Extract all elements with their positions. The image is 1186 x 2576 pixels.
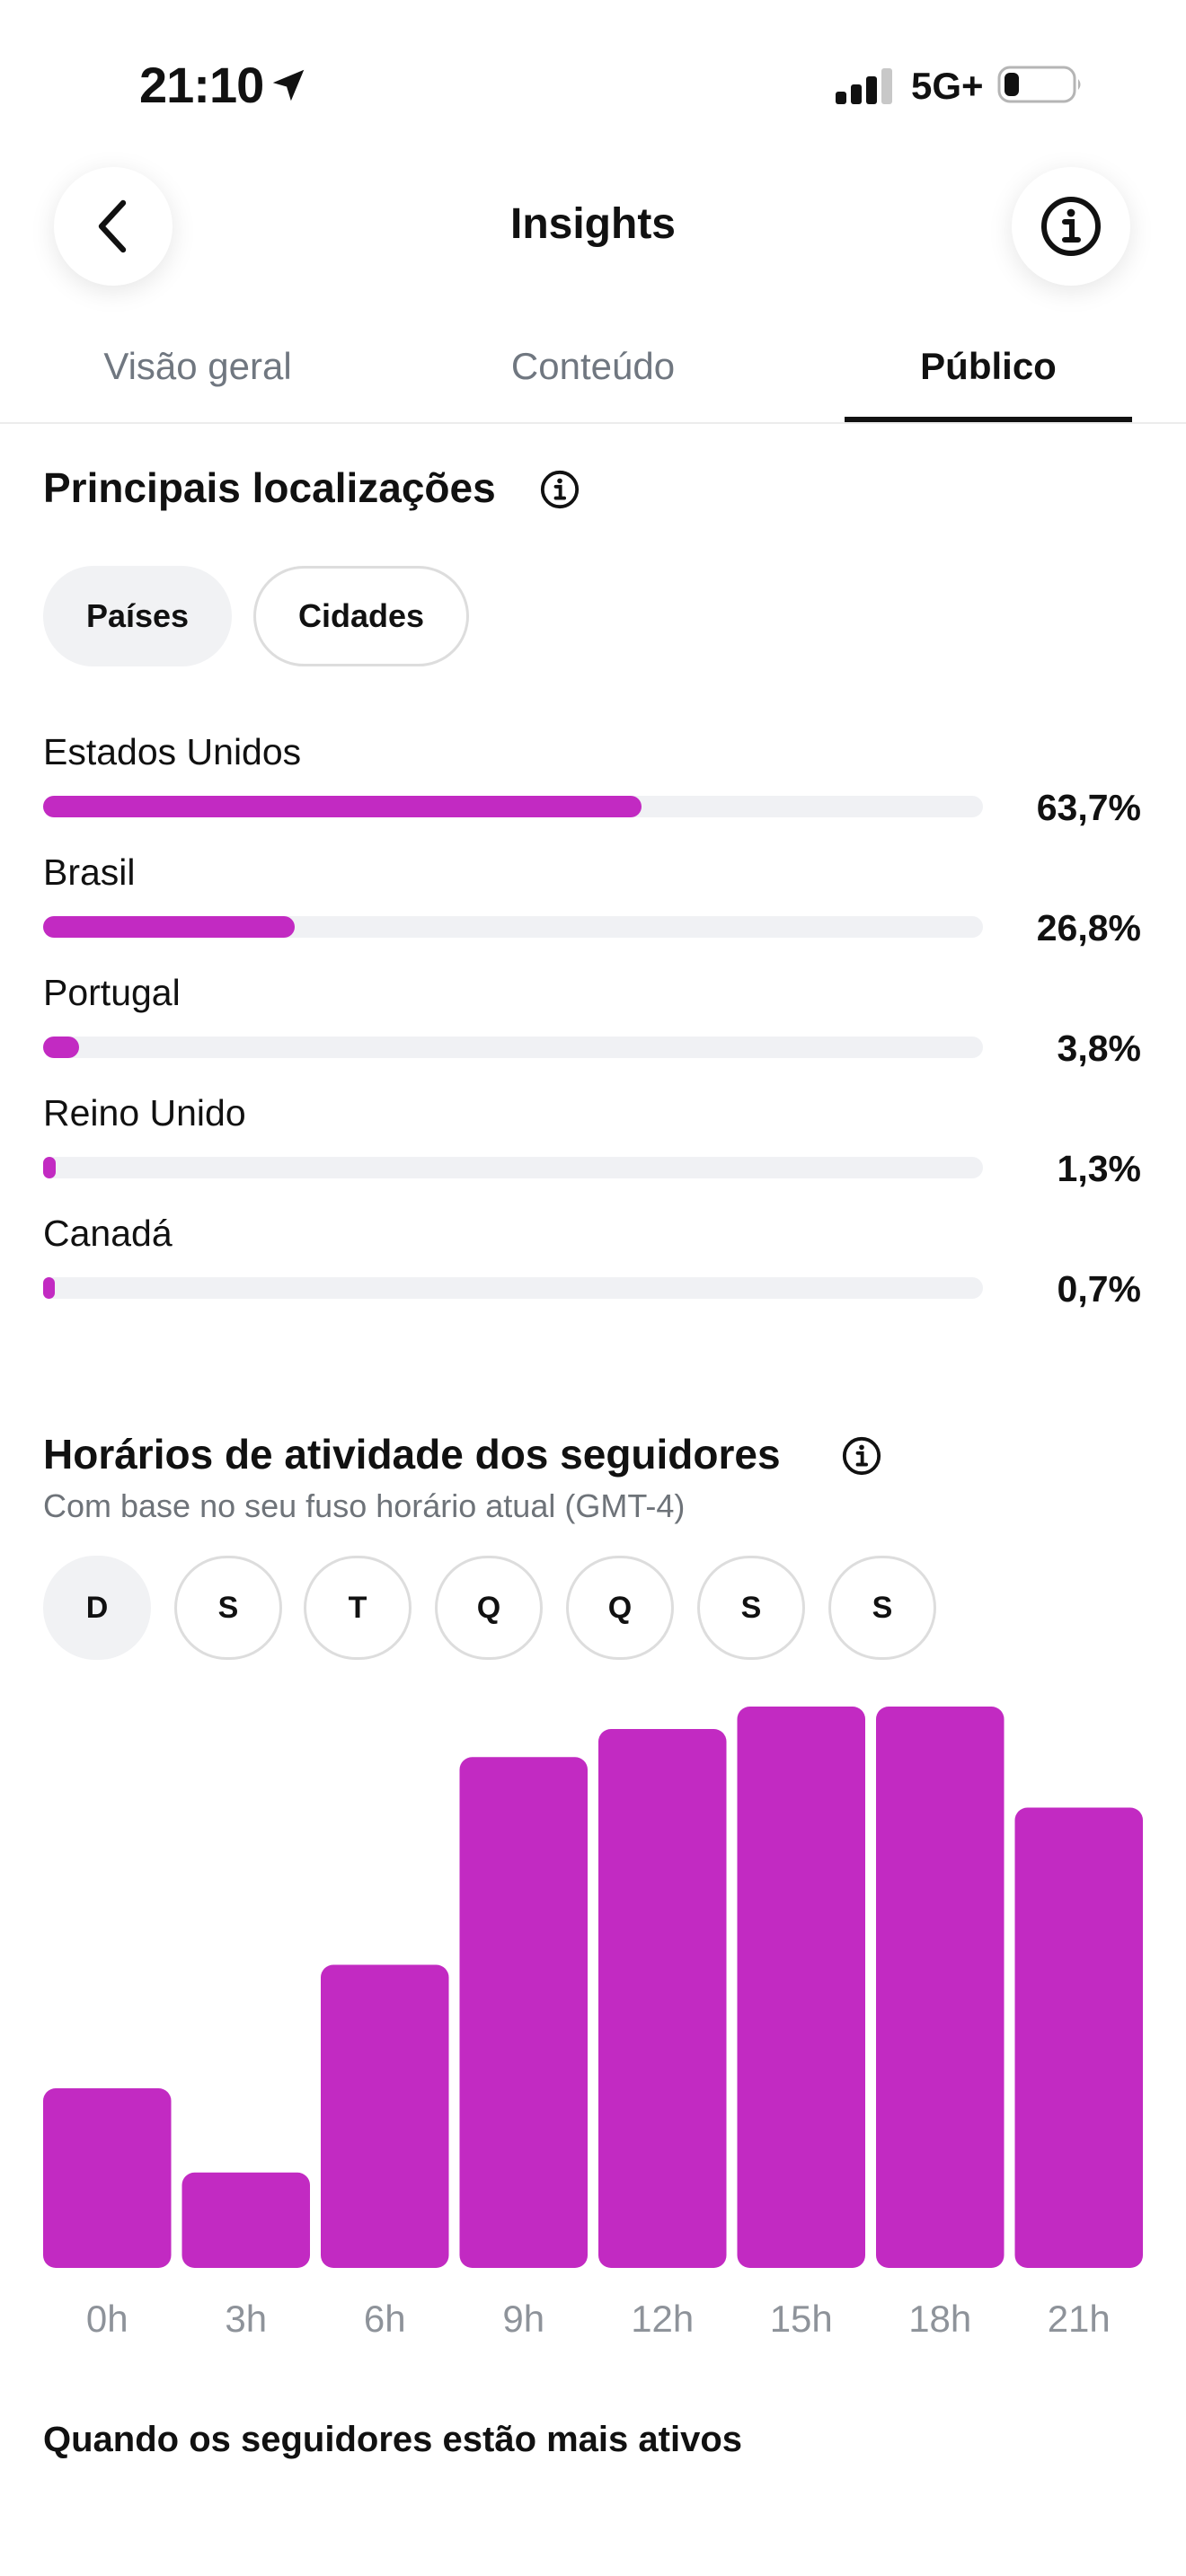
- x-axis-tick-label: 15h: [769, 2298, 833, 2340]
- country-percent: 26,8%: [1036, 907, 1141, 948]
- country-name: Reino Unido: [43, 1092, 246, 1134]
- activity-bar: [1014, 1807, 1143, 2268]
- day-button-friday[interactable]: S: [697, 1556, 805, 1660]
- country-percent: 0,7%: [1057, 1268, 1141, 1310]
- country-bar-fill: [43, 1037, 79, 1058]
- activity-bar-chart: [43, 1707, 1143, 2268]
- x-axis-tick-label: 9h: [502, 2298, 545, 2340]
- activity-bar: [43, 2088, 172, 2268]
- x-axis-tick-label: 0h: [85, 2298, 128, 2340]
- battery-icon: [997, 66, 1081, 103]
- day-button-tuesday[interactable]: T: [304, 1556, 412, 1660]
- tab-visao-geral[interactable]: Visão geral: [103, 345, 292, 387]
- activity-bar: [321, 1964, 449, 2268]
- day-button-thursday[interactable]: Q: [566, 1556, 674, 1660]
- country-name: Canadá: [43, 1213, 173, 1254]
- day-button-sunday[interactable]: D: [43, 1556, 151, 1660]
- back-button[interactable]: [54, 167, 173, 286]
- country-name: Brasil: [43, 851, 136, 893]
- tab-publico[interactable]: Público: [920, 345, 1057, 387]
- x-axis-tick-label: 21h: [1047, 2298, 1111, 2340]
- country-bar-track: [43, 796, 983, 817]
- activity-bar: [876, 1707, 1005, 2268]
- country-bar-track: [43, 1037, 983, 1058]
- x-axis-tick-label: 6h: [363, 2298, 406, 2340]
- x-axis-tick-label: 3h: [225, 2298, 268, 2340]
- country-bar-track: [43, 1277, 983, 1299]
- cellular-signal-icon: [836, 68, 892, 104]
- activity-bar: [459, 1757, 588, 2268]
- info-icon: [1041, 197, 1101, 256]
- activity-bar: [598, 1729, 727, 2268]
- network-type: 5G+: [911, 65, 984, 107]
- activity-info-icon[interactable]: [841, 1435, 882, 1477]
- day-button-monday[interactable]: S: [174, 1556, 282, 1660]
- locations-info-icon[interactable]: [539, 469, 580, 510]
- country-name: Estados Unidos: [43, 731, 302, 772]
- country-bar-track: [43, 916, 983, 938]
- country-bar-fill: [43, 796, 642, 817]
- tabs-divider: [0, 422, 1186, 424]
- page-title: Insights: [509, 200, 676, 248]
- country-percent: 63,7%: [1036, 787, 1141, 828]
- country-bar-fill: [43, 1157, 56, 1178]
- location-arrow-icon: [272, 69, 305, 101]
- x-axis-tick-label: 12h: [631, 2298, 695, 2340]
- country-name: Portugal: [43, 972, 181, 1013]
- info-button[interactable]: [1012, 167, 1130, 286]
- day-button-wednesday[interactable]: Q: [435, 1556, 543, 1660]
- chevron-left-icon: [98, 199, 127, 253]
- filter-paises[interactable]: Países: [43, 566, 232, 666]
- x-axis-tick-label: 18h: [908, 2298, 972, 2340]
- activity-subtitle: Com base no seu fuso horário atual (GMT-…: [43, 1487, 686, 1524]
- active-tab-indicator: [845, 417, 1132, 422]
- activity-bar: [181, 2172, 310, 2268]
- filter-cidades[interactable]: Cidades: [253, 566, 469, 666]
- activity-bar: [737, 1707, 865, 2268]
- country-bar-fill: [43, 1277, 55, 1299]
- country-bar-track: [43, 1157, 983, 1178]
- country-percent: 3,8%: [1057, 1028, 1141, 1069]
- country-percent: 1,3%: [1057, 1148, 1141, 1189]
- locations-title: Principais localizações: [43, 464, 496, 511]
- status-time: 21:10: [139, 57, 264, 113]
- country-bar-fill: [43, 916, 296, 938]
- tab-conteudo[interactable]: Conteúdo: [510, 345, 676, 387]
- day-button-saturday[interactable]: S: [828, 1556, 936, 1660]
- most-active-title: Quando os seguidores estão mais ativos: [43, 2420, 743, 2459]
- activity-title: Horários de atividade dos seguidores: [43, 1431, 781, 1478]
